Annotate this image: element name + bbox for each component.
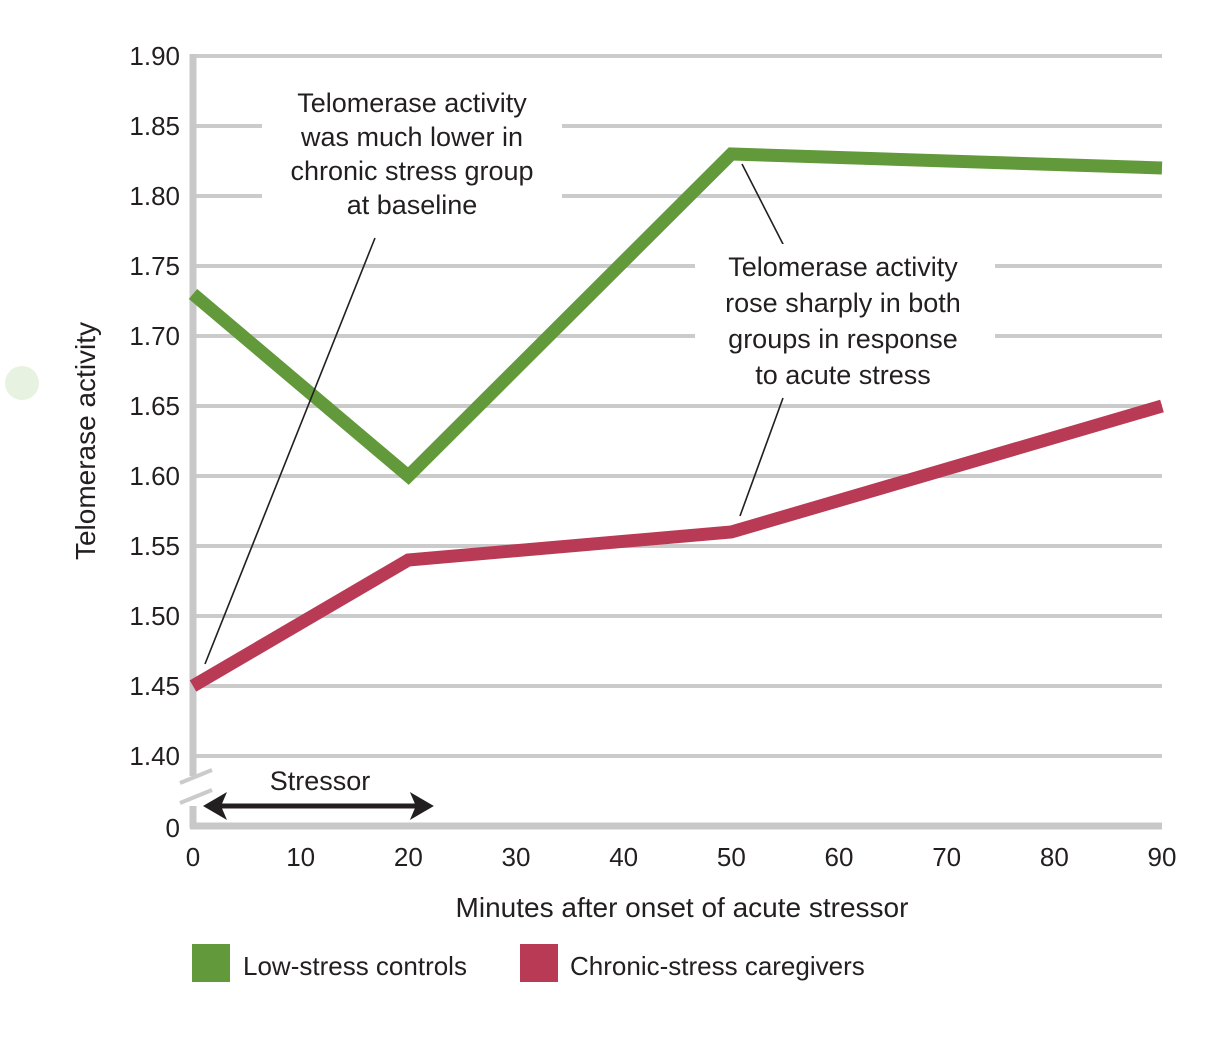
- stressor-marker: Stressor: [203, 766, 434, 820]
- annotation-acute-text: Telomerase activity: [728, 252, 958, 282]
- stressor-arrow-left-icon: [203, 792, 227, 820]
- legend-label-chronic-stress: Chronic-stress caregivers: [570, 951, 865, 981]
- x-tick-label: 10: [286, 842, 315, 872]
- annotation-leader-green: [741, 163, 786, 249]
- annotation-baseline-text: chronic stress group: [290, 156, 533, 186]
- x-axis-title: Minutes after onset of acute stressor: [456, 892, 909, 923]
- series-line-low-stress: [188, 147, 1163, 485]
- axes: [179, 54, 1162, 830]
- legend-label-low-stress: Low-stress controls: [243, 951, 467, 981]
- x-tick-label: 40: [609, 842, 638, 872]
- series-line-chronic-stress: [189, 399, 1164, 692]
- y-tick-label: 1.85: [129, 111, 180, 141]
- annotation-leader-baseline: [204, 237, 376, 665]
- legend-swatch-chronic-stress: [520, 944, 558, 982]
- y-tick-label: 1.80: [129, 181, 180, 211]
- decorative-dot: [5, 366, 39, 400]
- legend: Low-stress controls Chronic-stress careg…: [192, 944, 865, 982]
- axis-break-mark: [179, 788, 213, 805]
- x-tick-label: 60: [825, 842, 854, 872]
- y-tick-label: 1.55: [129, 531, 180, 561]
- y-tick-label: 1.75: [129, 251, 180, 281]
- annotation-acute-text: to acute stress: [755, 360, 931, 390]
- x-tick-label: 80: [1040, 842, 1069, 872]
- annotation-leaders: [204, 163, 786, 665]
- annotation-baseline-text: was much lower in: [300, 122, 523, 152]
- annotation-baseline-text: Telomerase activity: [297, 88, 527, 118]
- y-tick-label: 1.65: [129, 391, 180, 421]
- annotation-leader-red: [739, 397, 784, 517]
- x-tick-label: 70: [932, 842, 961, 872]
- annotation-acute-text: groups in response: [728, 324, 958, 354]
- annotation-acute-text: rose sharply in both: [725, 288, 961, 318]
- annotation-baseline-text: at baseline: [347, 190, 478, 220]
- y-tick-label: 1.45: [129, 671, 180, 701]
- y-tick-label: 1.70: [129, 321, 180, 351]
- series-lines: [188, 147, 1164, 692]
- x-tick-label: 30: [502, 842, 531, 872]
- axis-break-gap: [188, 776, 198, 806]
- axis-break-mark: [179, 768, 213, 785]
- stressor-arrow-right-icon: [409, 792, 434, 820]
- x-tick-labels: 0 10 20 30 40 50 60 70 80 90: [186, 842, 1177, 872]
- y-tick-label: 1.60: [129, 461, 180, 491]
- y-tick-labels: 1.40 1.45 1.50 1.55 1.60 1.65 1.70 1.75 1.80 1.85…: [129, 41, 180, 843]
- x-tick-label: 50: [717, 842, 746, 872]
- legend-swatch-low-stress: [192, 944, 230, 982]
- x-tick-label: 90: [1148, 842, 1177, 872]
- stressor-label: Stressor: [270, 766, 371, 796]
- annotations: Telomerase activity was much lower in chro…: [262, 82, 995, 394]
- x-tick-label: 20: [394, 842, 423, 872]
- x-tick-label: 0: [186, 842, 200, 872]
- y-tick-label-zero: 0: [166, 813, 180, 843]
- y-tick-label: 1.90: [129, 41, 180, 71]
- annotation-background: [262, 82, 562, 232]
- y-tick-label: 1.40: [129, 741, 180, 771]
- gridlines: [193, 54, 1162, 758]
- annotation-background: [695, 244, 995, 394]
- y-axis-title: Telomerase activity: [70, 322, 101, 560]
- y-tick-label: 1.50: [129, 601, 180, 631]
